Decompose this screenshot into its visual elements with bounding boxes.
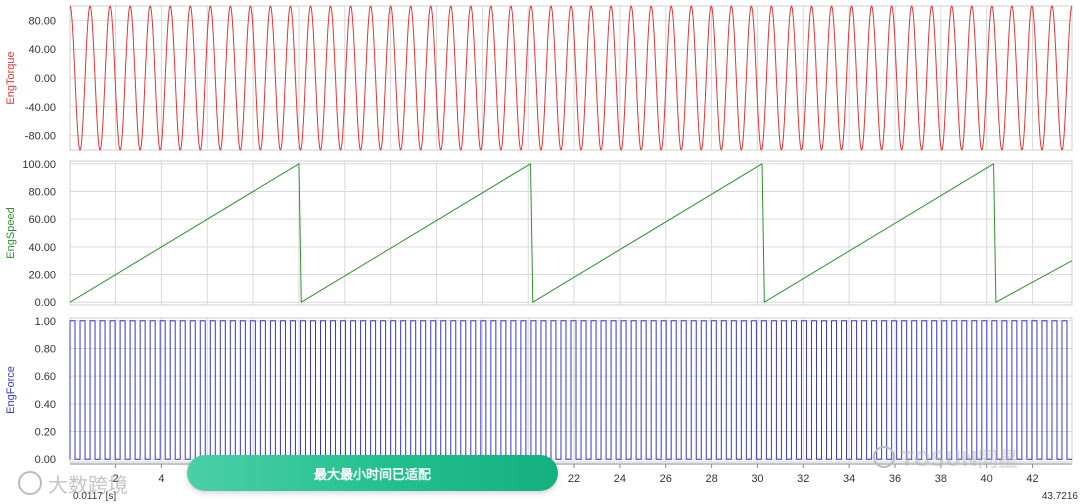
x-axis-max-label: 43.7216 xyxy=(1042,491,1079,502)
engtorque-axis-label: EngTorque xyxy=(5,51,17,104)
engtorque-ytick-label: -40.00 xyxy=(25,102,56,114)
x-tick-label: 30 xyxy=(751,473,763,485)
engspeed-ytick-label: 20.00 xyxy=(28,270,56,282)
x-tick-label: 26 xyxy=(660,473,672,485)
engspeed-axis-label: EngSpeed xyxy=(5,207,17,258)
x-tick-label: 40 xyxy=(981,473,993,485)
engforce-ytick-label: 0.00 xyxy=(35,454,56,466)
engspeed-ytick-label: 80.00 xyxy=(28,186,56,198)
engspeed-ytick-label: 100.00 xyxy=(22,159,56,171)
x-tick-label: 24 xyxy=(614,473,626,485)
engspeed-ytick-label: 60.00 xyxy=(28,214,56,226)
x-tick-label: 34 xyxy=(843,473,855,485)
x-axis-min-label: 0.0117 [s] xyxy=(73,491,116,502)
engspeed-ytick-label: 40.00 xyxy=(28,242,56,254)
engspeed-ytick-label: 0.00 xyxy=(35,297,56,309)
x-tick-label: 28 xyxy=(705,473,717,485)
x-tick-label: 38 xyxy=(935,473,947,485)
fit-time-range-toast: 最大最小时间已适配 xyxy=(187,455,558,491)
engforce-ytick-label: 0.60 xyxy=(35,371,56,383)
x-tick-label: 4 xyxy=(158,473,164,485)
engforce-axis-label: EngForce xyxy=(5,366,17,414)
engforce-ytick-label: 0.20 xyxy=(35,427,56,439)
engforce-ytick-label: 0.80 xyxy=(35,343,56,355)
toast-message: 最大最小时间已适配 xyxy=(313,467,431,483)
watermark-right: TOSUN同星 xyxy=(900,447,1018,471)
x-tick-label: 42 xyxy=(1026,473,1038,485)
engspeed-plot-frame xyxy=(69,160,1073,306)
engtorque-ytick-label: -80.00 xyxy=(25,131,56,143)
engtorque-ytick-label: 40.00 xyxy=(28,44,56,56)
x-tick-label: 32 xyxy=(797,473,809,485)
engtorque-ytick-label: 80.00 xyxy=(28,15,56,27)
engtorque-series-line xyxy=(69,5,1073,151)
engspeed-series-line xyxy=(69,163,1073,303)
x-tick-label: 22 xyxy=(568,473,580,485)
engtorque-ytick-label: 0.00 xyxy=(35,73,56,85)
engforce-series-line xyxy=(69,320,1072,460)
engforce-ytick-label: 1.00 xyxy=(35,316,56,328)
x-tick-label: 36 xyxy=(889,473,901,485)
watermark-left: 大数跨境 xyxy=(48,473,128,497)
engforce-ytick-label: 0.40 xyxy=(35,399,56,411)
watermark-right-logo-icon xyxy=(873,446,895,468)
x-tick-label: 2 xyxy=(113,473,119,485)
watermark-left-logo-icon xyxy=(18,471,42,495)
